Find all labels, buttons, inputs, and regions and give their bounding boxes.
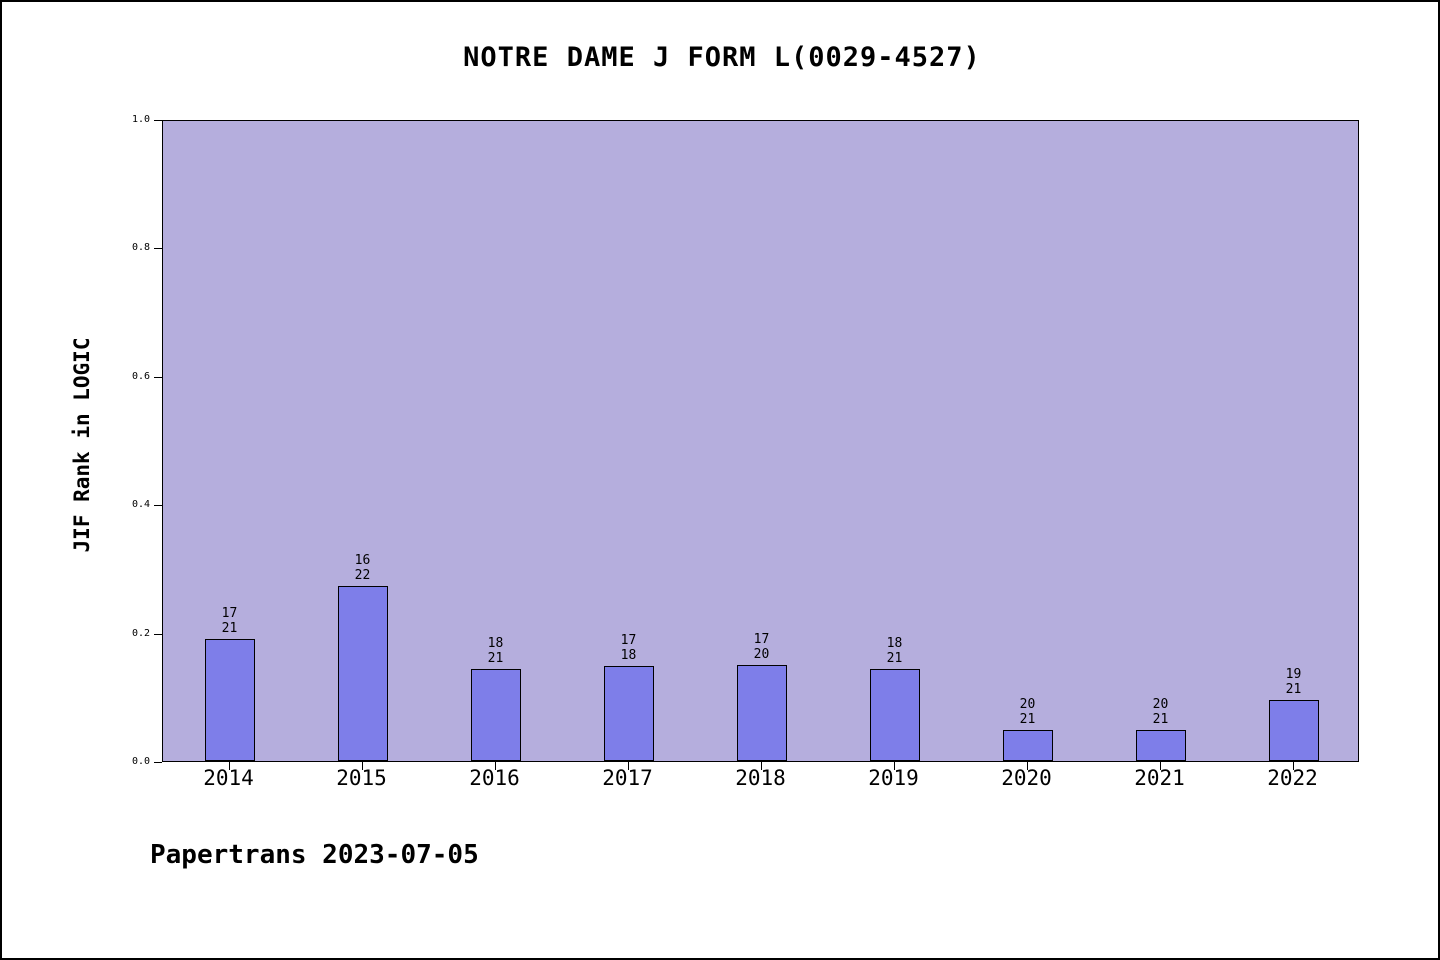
bar-annotation: 17 20 (753, 631, 770, 662)
y-tick-mark (154, 505, 162, 507)
y-tick-label: 0.4 (131, 499, 150, 511)
x-tick-label: 2022 (1267, 766, 1318, 790)
x-tick-mark (228, 762, 230, 770)
bar (1002, 730, 1053, 761)
bar (869, 669, 920, 761)
x-tick-mark (1159, 762, 1161, 770)
bar-annotation: 20 21 (1152, 697, 1169, 728)
bar-annotation: 17 21 (221, 606, 238, 637)
x-tick-mark (760, 762, 762, 770)
bar-annotation: 18 21 (487, 636, 504, 667)
x-tick-mark (494, 762, 496, 770)
x-tick-mark (361, 762, 363, 770)
y-tick-label: 0.2 (131, 627, 150, 639)
bar (470, 669, 521, 761)
y-tick-mark (154, 120, 162, 121)
x-tick-mark (627, 762, 629, 770)
x-tick-mark (1026, 762, 1028, 770)
y-tick-mark (154, 762, 162, 763)
y-tick-mark (154, 633, 162, 635)
bar (204, 639, 255, 761)
y-tick-label: 0.8 (131, 242, 150, 254)
bar-annotation: 16 22 (354, 552, 371, 583)
x-tick-label: 2016 (469, 766, 520, 790)
y-tick-mark (154, 248, 162, 250)
y-axis-label: JIF Rank in LOGIC (70, 337, 94, 553)
chart-title: NOTRE DAME J FORM L(0029-4527) (463, 42, 981, 73)
bar-annotation: 18 21 (886, 636, 903, 667)
y-tick-label: 0.0 (131, 756, 150, 767)
y-tick-mark (154, 376, 162, 378)
x-tick-label: 2019 (868, 766, 919, 790)
bar (736, 664, 787, 761)
footer-text: Papertrans 2023-07-05 (150, 840, 479, 870)
x-tick-label: 2021 (1134, 766, 1185, 790)
bar (603, 665, 654, 761)
x-tick-mark (1292, 762, 1294, 770)
y-tick-label: 0.6 (131, 370, 150, 382)
plot-area: 17 21 16 22 18 21 17 18 17 20 18 21 20 21 20 21… (162, 120, 1359, 762)
x-tick-label: 2017 (602, 766, 653, 790)
bar-annotation: 19 21 (1285, 667, 1302, 698)
bar (1135, 730, 1186, 761)
bar-annotation: 17 18 (620, 632, 637, 663)
bar-annotation: 20 21 (1019, 697, 1036, 728)
bar (1268, 700, 1319, 761)
y-tick-label: 1.0 (131, 114, 150, 125)
x-tick-label: 2015 (336, 766, 387, 790)
x-tick-mark (893, 762, 895, 770)
x-tick-label: 2014 (203, 766, 254, 790)
x-tick-label: 2018 (735, 766, 786, 790)
x-tick-label: 2020 (1001, 766, 1052, 790)
bar (337, 585, 388, 761)
